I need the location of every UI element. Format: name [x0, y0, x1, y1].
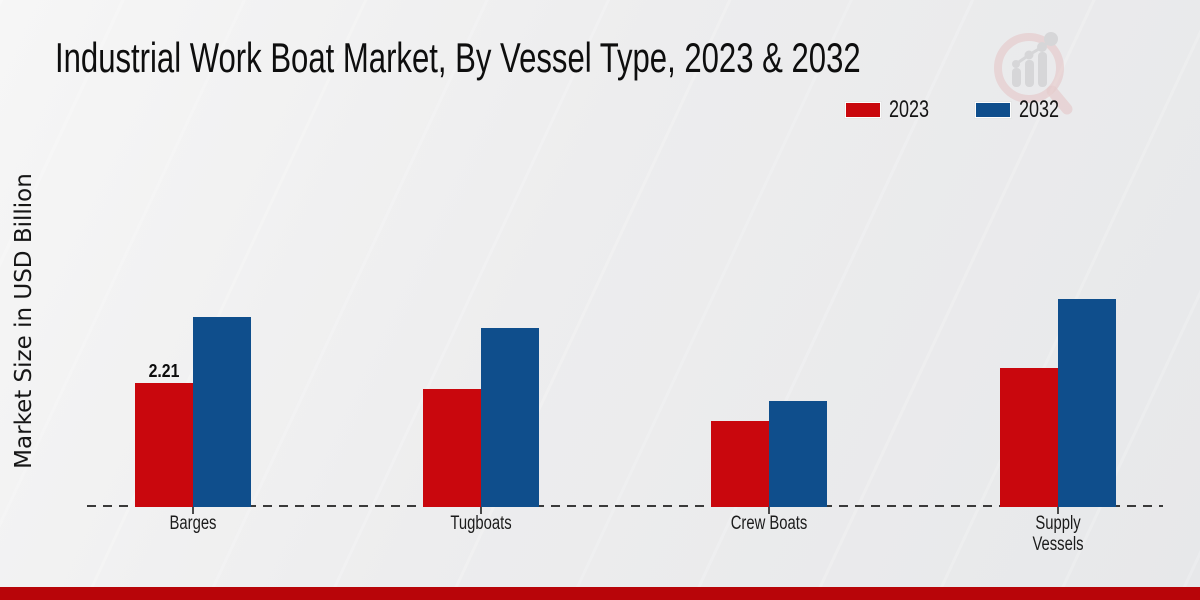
- bar-2032-barges: [193, 316, 251, 507]
- bar-2023-crew-boats: [711, 421, 769, 507]
- bar-value-label-2023-barges: 2.21: [148, 361, 180, 382]
- legend-item-2023: 2023: [845, 96, 942, 124]
- legend: 2023 2032: [845, 96, 1073, 124]
- legend-swatch-2032: [975, 102, 1012, 118]
- chart-title: Industrial Work Boat Market, By Vessel T…: [55, 34, 861, 81]
- footer-accent-strip: [0, 587, 1200, 600]
- category-label-crew-boats: Crew Boats: [730, 513, 808, 534]
- bar-2032-tugboats: [480, 328, 539, 507]
- bar-2023-tugboats: [422, 389, 481, 507]
- category-label-tugboats: Tugboats: [449, 513, 512, 534]
- legend-label-2023: 2023: [889, 96, 930, 123]
- x-axis-tick-supply-vessels: [1057, 507, 1059, 514]
- legend-label-2032: 2032: [1019, 96, 1060, 123]
- x-axis-tick-tugboats: [479, 507, 482, 514]
- bar-2023-supply-vessels: [1000, 367, 1058, 507]
- x-axis-tick-crew-boats: [768, 507, 770, 514]
- bar-2032-crew-boats: [769, 400, 827, 507]
- bar-2023-barges: [135, 383, 193, 507]
- legend-swatch-2023: [845, 102, 881, 118]
- x-axis-dashed-baseline: [87, 505, 1163, 507]
- category-label-barges: Barges: [169, 513, 217, 534]
- bar-2032-supply-vessels: [1058, 298, 1116, 507]
- legend-item-2032: 2032: [975, 96, 1072, 124]
- x-axis-tick-barges: [192, 507, 194, 514]
- category-label-supply-vessels: Supply Vessels: [1032, 513, 1084, 555]
- magnifier-bar-chart-logo-icon: [994, 32, 1073, 115]
